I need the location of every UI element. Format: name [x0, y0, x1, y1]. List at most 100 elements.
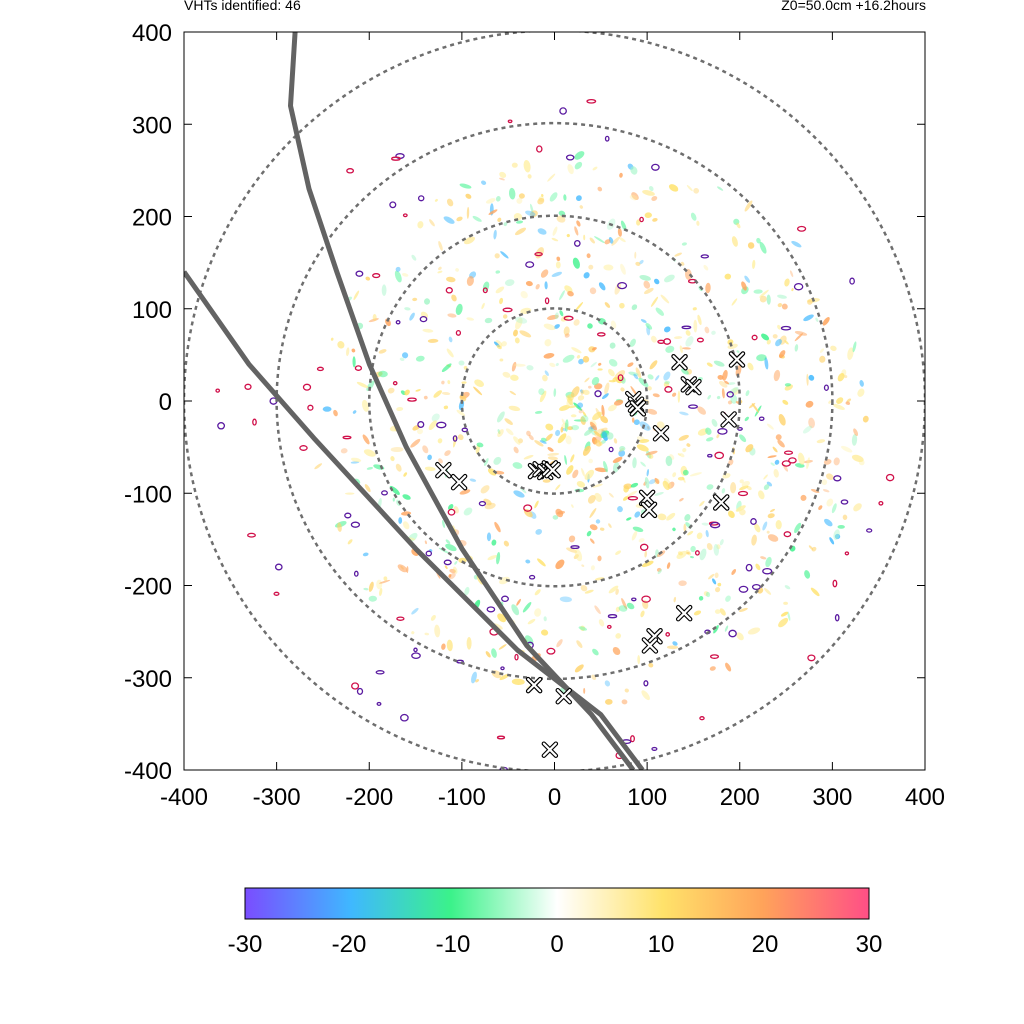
field-blob	[705, 529, 709, 538]
vht-contour	[396, 616, 405, 621]
field-blob	[717, 186, 724, 191]
field-blob	[499, 297, 504, 305]
field-blob	[447, 313, 457, 318]
field-blob	[495, 196, 501, 202]
field-blob	[756, 237, 761, 244]
field-blob	[423, 298, 431, 305]
field-blob	[679, 497, 684, 502]
y-tick-label: -400	[124, 758, 172, 785]
field-blob	[747, 242, 755, 249]
field-blob	[574, 302, 584, 312]
vht-marker	[435, 461, 452, 479]
vht-contour	[455, 329, 462, 336]
field-blob	[686, 185, 693, 192]
field-blob	[574, 664, 584, 673]
field-blob	[672, 641, 678, 646]
field-blob	[706, 437, 714, 442]
field-blob	[833, 529, 840, 540]
field-blob	[599, 527, 605, 531]
field-blob	[499, 673, 510, 681]
vht-contour	[641, 595, 651, 603]
colorbar-ticks: -30 -20 -10 0 10 20 30	[228, 931, 883, 958]
field-blob	[619, 302, 625, 309]
field-blob	[763, 484, 770, 490]
field-blob	[574, 548, 583, 562]
field-blob	[633, 373, 639, 380]
field-blob	[444, 565, 448, 570]
field-blob	[713, 625, 719, 634]
field-blob	[535, 283, 540, 290]
field-blob	[862, 415, 869, 423]
vht-contour	[391, 156, 401, 161]
field-blob	[686, 443, 691, 447]
field-blob	[736, 632, 744, 641]
field-blob	[620, 376, 626, 384]
field-blob	[666, 512, 676, 521]
field-blob	[808, 545, 814, 550]
y-tick-label: 300	[132, 112, 172, 139]
field-blob	[721, 488, 726, 494]
field-blob	[424, 540, 427, 545]
vht-contour	[478, 500, 487, 507]
field-blob	[431, 413, 440, 422]
field-blob	[772, 334, 778, 339]
field-blob	[674, 336, 683, 340]
vht-contour	[443, 559, 452, 566]
field-blob	[554, 312, 559, 320]
field-blob	[600, 415, 609, 424]
field-blob	[572, 257, 580, 269]
field-blob	[791, 288, 794, 292]
field-blob	[643, 280, 651, 289]
field-blob	[560, 426, 564, 433]
field-blob	[542, 479, 551, 483]
field-blob	[535, 529, 543, 535]
vht-contour	[738, 585, 749, 593]
field-blob	[608, 492, 614, 498]
field-blob	[594, 492, 602, 502]
field-blob	[567, 290, 574, 297]
field-blob	[469, 478, 477, 482]
field-blob	[351, 348, 356, 353]
field-blob	[640, 610, 645, 618]
field-blob	[463, 507, 473, 516]
field-blob	[576, 355, 581, 359]
field-blob	[624, 688, 629, 693]
field-blob	[314, 463, 323, 470]
field-blob	[722, 369, 728, 381]
field-blob	[597, 555, 602, 562]
vht-contour	[627, 495, 639, 501]
vht-contour	[832, 579, 838, 588]
field-blob	[650, 296, 659, 307]
field-blob	[634, 251, 637, 259]
field-blob	[461, 381, 467, 384]
y-tick-label: -200	[124, 574, 172, 601]
vht-marker	[685, 378, 702, 396]
vht-contour	[356, 687, 364, 695]
field-blob	[739, 434, 747, 443]
field-blob	[764, 357, 769, 370]
field-blob	[581, 564, 585, 567]
field-blob	[403, 472, 408, 477]
field-blob	[463, 236, 476, 245]
field-blob	[819, 355, 826, 363]
field-blob	[727, 382, 736, 385]
vht-contour	[696, 337, 704, 343]
field-blob	[829, 537, 835, 545]
field-blob	[449, 572, 456, 580]
field-blob	[446, 198, 454, 207]
vht-markers	[435, 351, 746, 758]
field-blob	[730, 482, 737, 494]
field-blob	[516, 598, 521, 606]
field-blob	[537, 558, 546, 567]
field-blob	[775, 434, 782, 441]
field-blob	[456, 216, 463, 222]
field-blob	[617, 506, 623, 513]
field-blob	[534, 500, 539, 509]
field-blob	[557, 433, 567, 444]
vht-contour	[651, 746, 658, 751]
field-blob	[643, 287, 654, 295]
vht-contour	[688, 404, 698, 409]
field-blob	[684, 268, 692, 281]
vht-contour	[665, 632, 671, 637]
field-blob	[615, 606, 621, 613]
